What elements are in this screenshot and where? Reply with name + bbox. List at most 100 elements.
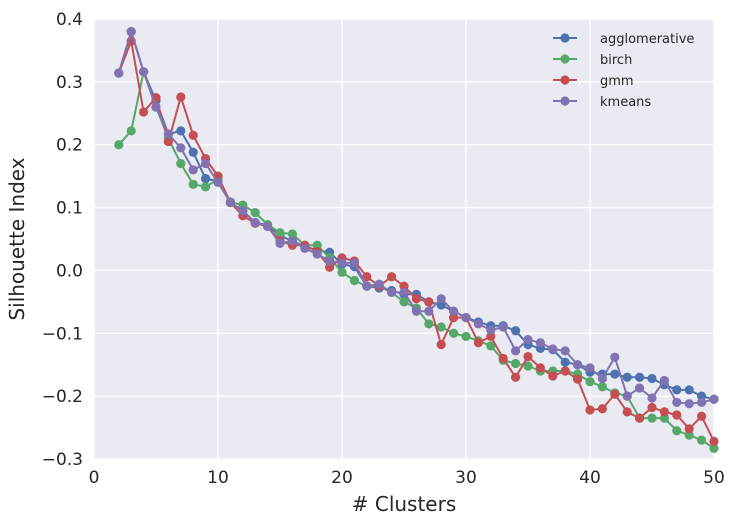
data-point-gmm [672, 410, 682, 420]
data-point-gmm [188, 130, 198, 140]
data-point-birch [436, 322, 446, 332]
data-point-gmm [573, 374, 583, 384]
data-point-agglomerative [436, 300, 446, 310]
data-point-agglomerative [188, 147, 198, 157]
data-point-kmeans [436, 294, 446, 304]
data-point-gmm [486, 331, 496, 342]
data-point-kmeans [349, 258, 359, 268]
data-point-gmm [176, 92, 186, 102]
x-tick-label: 50 [703, 468, 725, 488]
data-point-kmeans [560, 346, 570, 356]
data-point-kmeans [275, 238, 285, 248]
data-point-kmeans [535, 338, 546, 348]
data-point-kmeans [510, 346, 521, 356]
y-tick-label: −0.1 [42, 324, 83, 344]
data-point-kmeans [176, 143, 186, 153]
y-tick-label: 0.0 [56, 261, 83, 281]
data-point-gmm [535, 363, 546, 373]
data-point-kmeans [201, 158, 211, 169]
data-point-kmeans [287, 236, 297, 246]
data-point-birch [461, 331, 471, 342]
data-point-birch [114, 140, 124, 150]
data-point-birch [597, 382, 608, 392]
data-point-gmm [647, 402, 657, 413]
data-point-agglomerative [635, 372, 645, 382]
data-point-gmm [635, 413, 645, 423]
data-point-kmeans [597, 373, 608, 384]
data-point-birch [312, 240, 322, 250]
data-point-gmm [387, 272, 397, 282]
grid-lines [93, 18, 715, 460]
legend-label-birch: birch [600, 53, 632, 68]
y-tick-label: 0.2 [56, 136, 83, 156]
data-point-kmeans [114, 68, 124, 78]
data-point-birch [697, 435, 707, 445]
data-point-gmm [399, 281, 409, 291]
data-point-gmm [362, 272, 372, 282]
data-point-gmm [585, 405, 595, 415]
data-point-kmeans [697, 397, 707, 408]
data-point-kmeans [548, 344, 558, 354]
data-point-birch [424, 319, 434, 329]
data-point-kmeans [312, 249, 322, 259]
data-point-birch [523, 361, 533, 371]
data-point-kmeans [684, 399, 694, 409]
data-point-gmm [597, 404, 608, 414]
data-point-birch [337, 267, 347, 277]
data-point-gmm [325, 262, 335, 272]
data-point-kmeans [486, 325, 496, 335]
data-point-agglomerative [610, 369, 620, 379]
data-point-birch [585, 377, 595, 387]
data-point-kmeans [225, 197, 235, 208]
data-point-birch [647, 413, 657, 423]
data-point-gmm [510, 372, 521, 382]
data-point-kmeans [300, 243, 310, 254]
data-point-gmm [436, 340, 446, 350]
series-layer [114, 26, 719, 453]
x-tick-label: 40 [579, 468, 601, 488]
data-point-birch [176, 158, 186, 169]
data-point-birch [275, 228, 285, 238]
data-point-gmm [622, 407, 632, 417]
data-point-kmeans [523, 334, 533, 345]
data-point-gmm [498, 353, 508, 364]
data-point-kmeans [424, 306, 434, 316]
data-point-gmm [163, 136, 173, 147]
data-point-kmeans [411, 306, 421, 316]
data-point-gmm [548, 371, 558, 381]
data-point-kmeans [250, 218, 260, 228]
data-point-birch [659, 413, 670, 423]
x-tick-label: 0 [89, 468, 100, 488]
data-point-kmeans [399, 287, 409, 298]
y-tick-label: 0.3 [56, 73, 83, 93]
data-point-kmeans [263, 221, 273, 232]
data-point-kmeans [238, 206, 248, 216]
data-point-kmeans [151, 102, 161, 112]
data-point-kmeans [325, 256, 335, 266]
data-point-birch [684, 430, 694, 440]
data-point-birch [449, 328, 459, 338]
data-point-kmeans [461, 312, 471, 323]
data-point-agglomerative [697, 391, 707, 401]
data-point-gmm [684, 424, 694, 434]
data-point-gmm [139, 107, 149, 117]
tick-labels: 0 10 20 30 40 50 −0.3 −0.2 −0.1 0.0 0.1 0.2 0.3 0.4 [42, 10, 725, 488]
data-point-birch [709, 443, 719, 453]
data-point-agglomerative [647, 373, 657, 384]
y-tick-label: −0.3 [42, 450, 83, 470]
legend-label-kmeans: kmeans [600, 95, 651, 110]
x-tick-label: 20 [331, 468, 353, 488]
data-point-agglomerative [622, 372, 632, 382]
data-point-kmeans [672, 397, 682, 408]
legend-marker-kmeans [560, 96, 570, 106]
y-tick-label: 0.1 [56, 199, 83, 219]
data-point-birch [250, 208, 260, 218]
data-point-agglomerative [510, 326, 521, 336]
data-point-kmeans [573, 360, 583, 370]
data-point-kmeans [139, 67, 149, 77]
data-point-kmeans [126, 26, 136, 37]
data-point-birch [188, 179, 198, 189]
data-point-gmm [523, 351, 533, 362]
data-point-kmeans [188, 165, 198, 175]
